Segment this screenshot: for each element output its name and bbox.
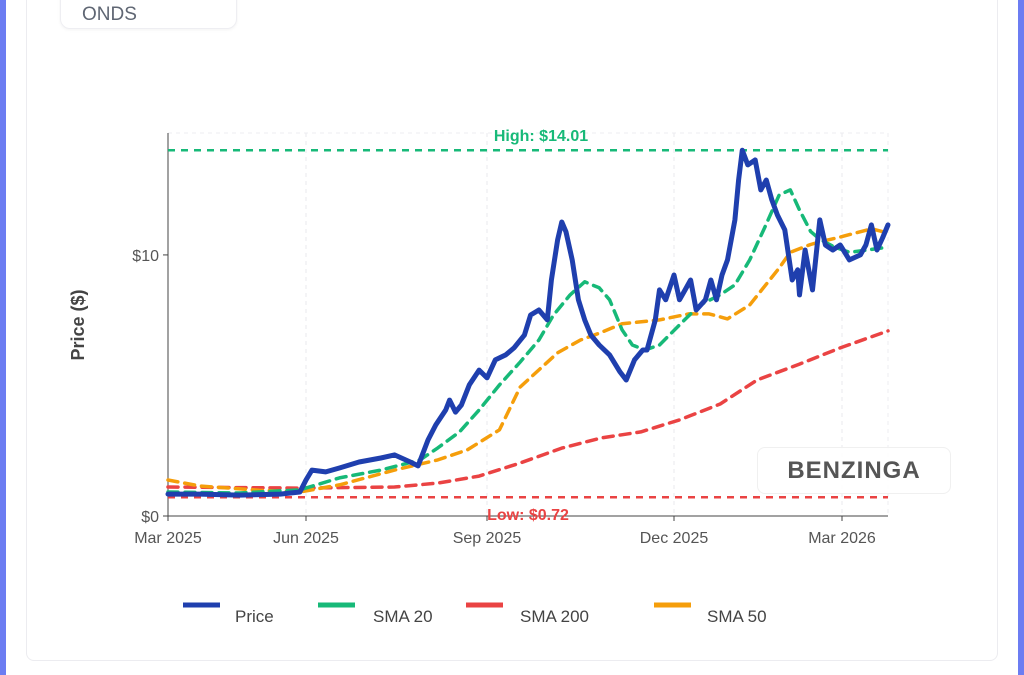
x-tick-label: Dec 2025 <box>640 530 709 547</box>
series-line-sma200 <box>166 329 890 490</box>
legend-label-sma200: SMA 200 <box>520 607 589 626</box>
legend-label-price: Price <box>235 607 274 626</box>
page: ONDS <box>6 0 1018 675</box>
chart-card <box>26 0 998 661</box>
series-line-price <box>165 147 891 498</box>
y-tick-label: $0 <box>141 509 159 526</box>
x-tick-label: Jun 2025 <box>273 530 339 547</box>
y-axis-label: Price ($) <box>68 289 88 360</box>
x-tick-label: Mar 2025 <box>134 530 202 547</box>
benzinga-watermark: BENZINGA <box>757 447 951 494</box>
ticker-symbol: ONDS <box>82 4 137 25</box>
x-tick-label: Sep 2025 <box>453 530 522 547</box>
ticker-chip[interactable]: ONDS <box>60 0 237 29</box>
series-line-sma20 <box>166 188 890 495</box>
legend-label-sma50: SMA 50 <box>707 607 767 626</box>
x-tick-label: Mar 2026 <box>808 530 876 547</box>
series-line-sma50 <box>166 227 890 494</box>
y-tick-label: $10 <box>132 248 159 265</box>
low-label: Low: $0.72 <box>487 507 569 524</box>
high-label: High: $14.01 <box>494 128 588 145</box>
legend-label-sma20: SMA 20 <box>373 607 433 626</box>
